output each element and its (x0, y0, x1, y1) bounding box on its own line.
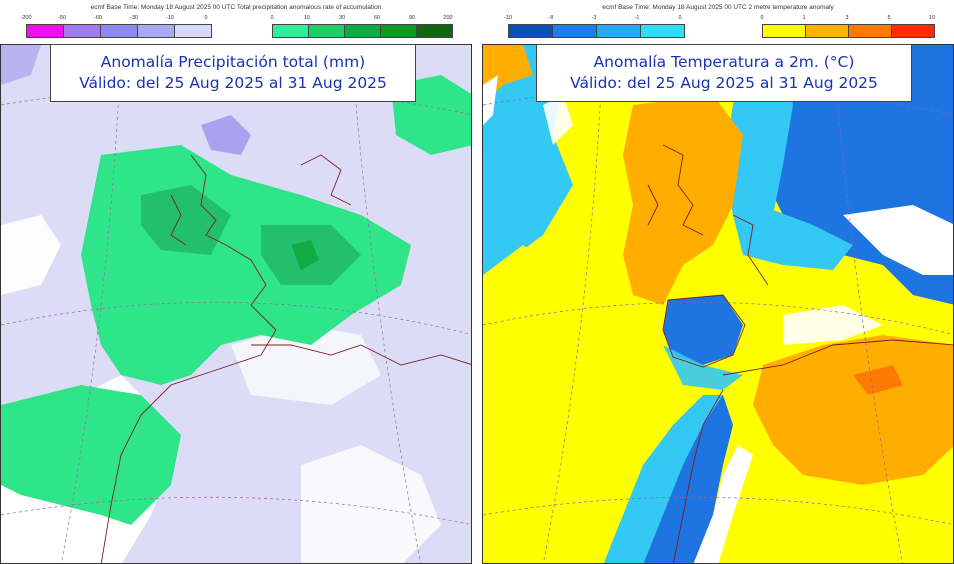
legend-tick: -3 (591, 15, 597, 21)
legend-color-box (175, 25, 211, 37)
precip-base-time-header: ecmf Base Time: Monday 18 August 2025 00… (90, 4, 382, 11)
legend-color-box (509, 25, 553, 37)
precip-negative-color-bar (26, 24, 212, 38)
legend-color-box (806, 25, 849, 37)
temperature-map (482, 44, 954, 564)
legend-tick: 1 (802, 15, 806, 21)
precip-positive-ticks: 0 10 30 60 90 200 (270, 15, 452, 24)
legend-tick: 0 (760, 15, 764, 21)
temp-positive-color-bar (762, 24, 935, 38)
temp-negative-ticks: -10 -8 -3 -1 0 (504, 15, 682, 24)
legend-tick: 0 (204, 15, 208, 21)
legend-color-box (138, 25, 175, 37)
precip-negative-legend: -200 -50 -60 -30 -10 0 (4, 14, 212, 42)
temp-positive-legend: 0 1 3 5 10 (760, 14, 952, 42)
legend-color-box (273, 25, 309, 37)
precipitation-panel: ecmf Base Time: Monday 18 August 2025 00… (0, 0, 472, 564)
legend-tick: -10 (504, 15, 512, 21)
temp-valid-period: Válido: del 25 Aug 2025 al 31 Aug 2025 (570, 74, 878, 92)
precip-title: Anomalía Precipitación total (mm) (100, 53, 366, 71)
legend-color-box (892, 25, 934, 37)
legend-color-box (309, 25, 345, 37)
legend-color-box (641, 25, 684, 37)
legend-color-box (597, 25, 641, 37)
legend-tick: -200 (20, 15, 32, 21)
legend-color-box (64, 25, 101, 37)
legend-color-box (417, 25, 452, 37)
legend-color-box (553, 25, 597, 37)
temp-positive-ticks: 0 1 3 5 10 (760, 15, 936, 24)
legend-tick: 90 (408, 15, 416, 21)
legend-color-box (381, 25, 417, 37)
temp-title: Anomalía Temperatura a 2m. (°C) (593, 53, 855, 71)
legend-tick: -1 (634, 15, 640, 21)
legend-color-box (101, 25, 138, 37)
temp-map-graphic (483, 45, 953, 563)
legend-color-box (27, 25, 64, 37)
precip-negative-ticks: -200 -50 -60 -30 -10 0 (20, 15, 208, 24)
precip-map-graphic (1, 45, 471, 563)
legend-tick: 5 (887, 15, 891, 21)
legend-color-box (763, 25, 806, 37)
legend-tick: 0 (678, 15, 682, 21)
legend-tick: -10 (166, 15, 174, 21)
precipitation-map (0, 44, 472, 564)
temp-negative-color-bar (508, 24, 685, 38)
legend-tick: 0 (270, 15, 274, 21)
legend-tick: 10 (303, 15, 311, 21)
legend-color-box (849, 25, 892, 37)
precip-valid-period: Válido: del 25 Aug 2025 al 31 Aug 2025 (79, 74, 387, 92)
legend-tick: -50 (58, 15, 66, 21)
legend-tick: -30 (130, 15, 138, 21)
legend-tick: -60 (94, 15, 102, 21)
temp-base-time-header: ecmf Base Time: Monday 18 August 2025 00… (602, 4, 834, 11)
precip-title-box: Anomalía Precipitación total (mm) Válido… (50, 44, 416, 102)
legend-tick: 10 (928, 15, 936, 21)
legend-tick: 60 (373, 15, 381, 21)
temp-title-box: Anomalía Temperatura a 2m. (°C) Válido: … (536, 44, 912, 102)
legend-tick: 3 (845, 15, 849, 21)
precip-positive-legend: 0 10 30 60 90 200 (270, 14, 470, 42)
precip-positive-color-bar (272, 24, 453, 38)
temp-negative-legend: -10 -8 -3 -1 0 (504, 14, 686, 42)
legend-color-box (345, 25, 381, 37)
legend-tick: 30 (338, 15, 346, 21)
temperature-panel: ecmf Base Time: Monday 18 August 2025 00… (482, 0, 954, 564)
legend-tick: 200 (443, 15, 453, 21)
legend-tick: -8 (548, 15, 554, 21)
